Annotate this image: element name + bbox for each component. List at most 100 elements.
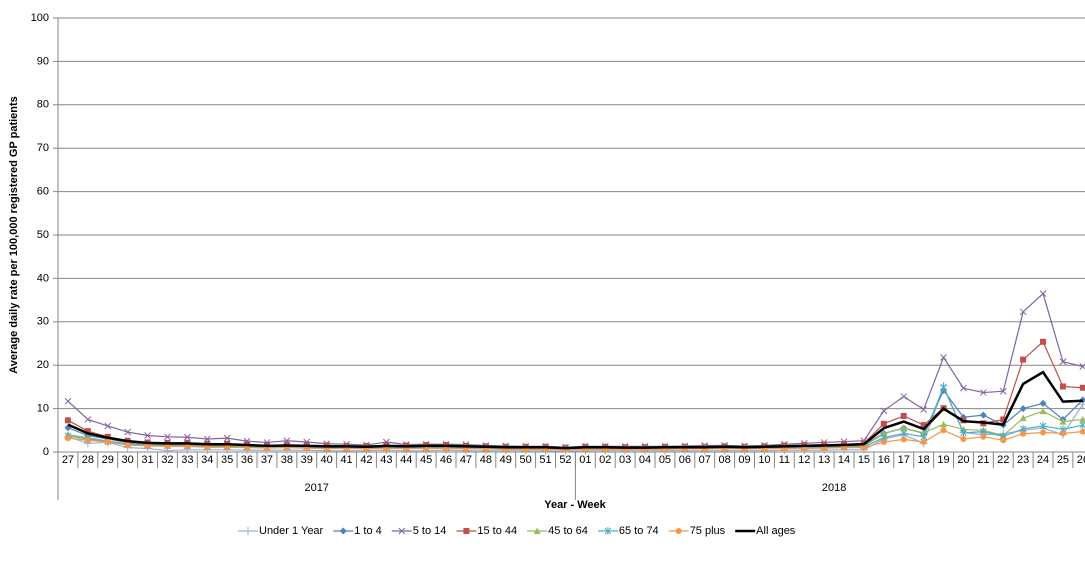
y-tick-label: 10: [37, 403, 49, 415]
x-tick-label: 18: [918, 454, 930, 466]
marker: [64, 435, 71, 442]
x-tick-label: 13: [818, 454, 830, 466]
marker: [1079, 415, 1085, 423]
x-tick-label: 44: [400, 454, 412, 466]
series: [67, 370, 1083, 450]
marker: [224, 444, 231, 451]
marker: [1000, 416, 1007, 423]
marker: [1039, 399, 1047, 407]
marker: [999, 387, 1007, 395]
x-tick-label: 39: [301, 454, 313, 466]
series-line: [67, 385, 1083, 450]
x-group-label: 2017: [304, 482, 328, 494]
x-tick-label: 16: [878, 454, 890, 466]
x-tick-label: 34: [201, 454, 213, 466]
x-axis-title: Year - Week: [544, 499, 606, 511]
marker: [900, 412, 907, 419]
x-tick-label: 04: [639, 454, 651, 466]
x-tick-label: 14: [838, 454, 850, 466]
marker: [1040, 338, 1047, 345]
marker: [84, 428, 91, 435]
x-tick-label: 41: [340, 454, 352, 466]
y-tick-label: 40: [37, 272, 49, 284]
marker: [183, 433, 191, 441]
marker: [604, 527, 612, 535]
x-tick-label: 48: [480, 454, 492, 466]
marker: [184, 443, 191, 450]
x-tick-label: 28: [82, 454, 94, 466]
legend-label: 65 to 74: [619, 525, 659, 537]
marker: [1059, 358, 1067, 366]
x-tick-label: 52: [559, 454, 571, 466]
marker: [124, 428, 132, 436]
legend-label: 1 to 4: [354, 525, 382, 537]
legend-label: 45 to 64: [548, 525, 588, 537]
x-tick-label: 09: [738, 454, 750, 466]
marker: [920, 422, 927, 429]
x-tick-label: 51: [539, 454, 551, 466]
marker: [104, 439, 111, 446]
series-line: [67, 429, 1083, 451]
x-tick-label: 05: [659, 454, 671, 466]
marker: [940, 420, 948, 428]
y-axis-title: Average daily rate per 100,000 registere…: [8, 96, 20, 374]
x-tick-label: 24: [1037, 454, 1049, 466]
marker: [960, 384, 967, 392]
series: [64, 338, 1085, 451]
marker: [164, 433, 171, 441]
marker: [940, 382, 947, 391]
legend-label: 15 to 44: [477, 525, 517, 537]
x-tick-label: 17: [898, 454, 910, 466]
marker: [463, 528, 470, 534]
marker: [880, 439, 887, 446]
marker: [1039, 421, 1047, 430]
marker: [533, 527, 541, 534]
marker: [980, 433, 987, 440]
x-group-label: 2018: [822, 482, 846, 494]
series-line: [67, 370, 1083, 450]
x-tick-label: 40: [321, 454, 333, 466]
marker: [900, 429, 908, 438]
marker: [920, 406, 928, 413]
marker: [860, 444, 867, 451]
y-tick-label: 80: [37, 99, 49, 111]
marker: [1019, 414, 1027, 422]
legend-label: 75 plus: [690, 525, 726, 537]
x-tick-label: 01: [579, 454, 591, 466]
marker: [940, 427, 947, 434]
series: [64, 290, 1085, 451]
legend: Under 1 Year 1 to 4 5 to 14 15 to 44 45 to 6…: [238, 525, 796, 537]
marker: [960, 428, 967, 437]
marker: [900, 393, 908, 400]
x-tick-label: 33: [181, 454, 193, 466]
x-tick-label: 26: [1077, 454, 1085, 466]
marker: [920, 439, 927, 446]
marker: [124, 442, 131, 449]
marker: [880, 407, 888, 415]
x-tick-label: 02: [599, 454, 611, 466]
x-tick-label: 38: [281, 454, 293, 466]
marker: [1059, 383, 1066, 390]
x-tick-label: 22: [997, 454, 1009, 466]
x-tick-label: 32: [161, 454, 173, 466]
x-tick-label: 25: [1057, 454, 1069, 466]
x-tick-label: 10: [758, 454, 770, 466]
x-tick-label: 20: [957, 454, 969, 466]
y-tick-label: 90: [37, 55, 49, 67]
x-tick-label: 35: [221, 454, 233, 466]
x-tick-label: 47: [460, 454, 472, 466]
x-tick-label: 45: [420, 454, 432, 466]
y-tick-label: 20: [37, 359, 49, 371]
marker: [1059, 430, 1066, 437]
x-tick-label: 36: [241, 454, 253, 466]
marker: [1040, 429, 1047, 436]
marker: [204, 444, 211, 451]
x-tick-label: 08: [719, 454, 731, 466]
marker: [1079, 428, 1085, 435]
series-line: [67, 340, 1083, 449]
x-tick-label: 03: [619, 454, 631, 466]
marker: [675, 528, 682, 534]
y-tick-label: 0: [43, 446, 49, 458]
marker: [1039, 407, 1047, 415]
